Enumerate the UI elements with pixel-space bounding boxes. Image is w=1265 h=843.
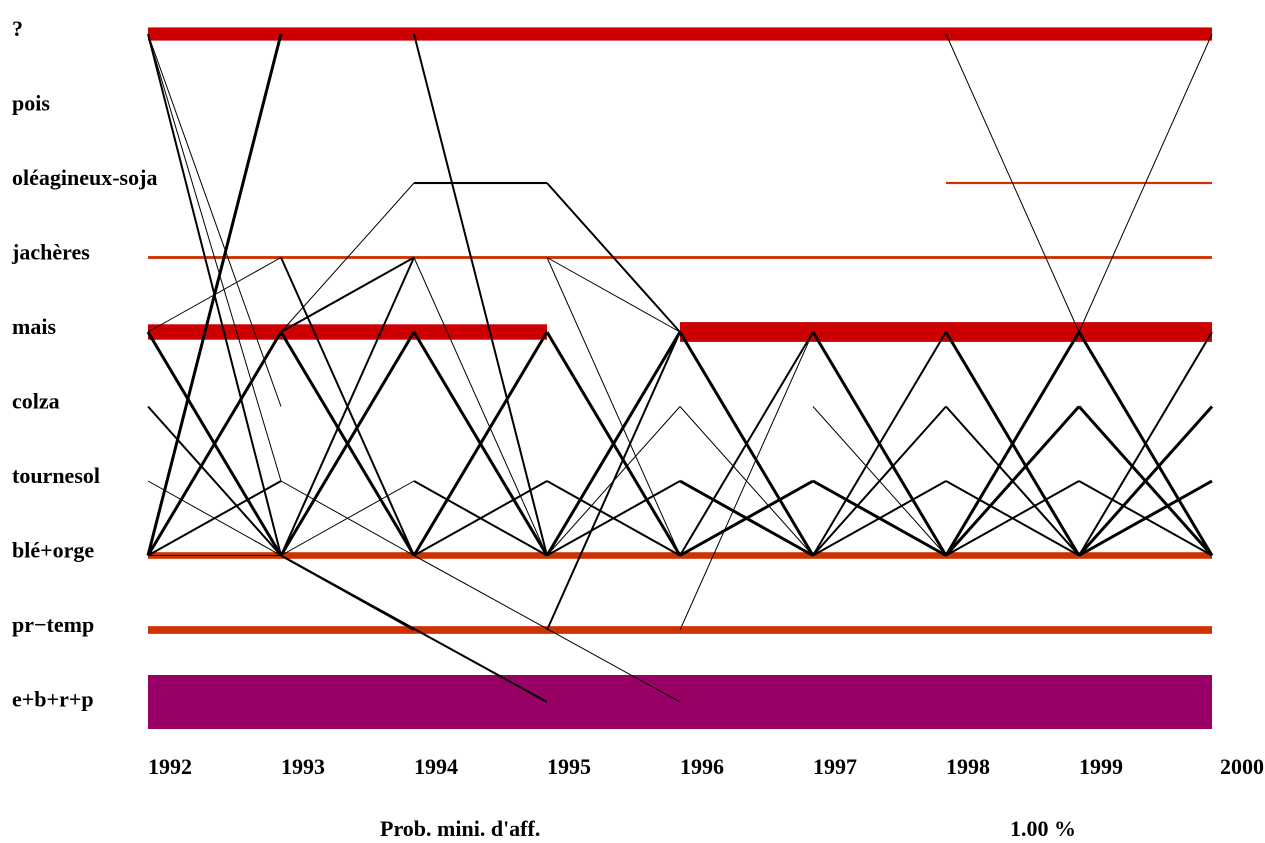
year-label-1996: 1996 (680, 754, 724, 779)
transition-31 (546, 257, 681, 556)
year-label-2000: 2000 (1220, 754, 1264, 779)
transition-27 (413, 480, 548, 557)
transition-6 (147, 405, 282, 557)
crop-label-pois: pois (12, 91, 50, 116)
year-label-1992: 1992 (148, 754, 192, 779)
transition-21 (413, 33, 548, 556)
transition-43 (679, 406, 814, 556)
transition-61 (1078, 331, 1213, 557)
transition-1 (147, 33, 282, 407)
transition-37 (546, 406, 681, 556)
transition-54 (944, 331, 1081, 557)
transition-41 (679, 479, 814, 557)
transition-20 (279, 331, 416, 557)
transition-57 (1078, 33, 1213, 333)
year-label-1998: 1998 (946, 754, 990, 779)
crop-labels: ? pois oléagineux-soja jachères mais colza tou… (11, 16, 157, 712)
year-label-1997: 1997 (813, 754, 857, 779)
crop-label-ole-agineux-soja: oléagineux-soja (12, 165, 157, 190)
transition-63 (1078, 479, 1213, 557)
transition-49 (812, 406, 947, 556)
transition-30 (546, 257, 681, 333)
year-label-1993: 1993 (281, 754, 325, 779)
transition-15 (280, 257, 415, 556)
crop-label-pr-temp: pr−temp (12, 612, 94, 637)
crop-label-colza: colza (12, 389, 60, 414)
transition-33 (545, 331, 682, 557)
transition-45 (812, 331, 947, 557)
transition-29 (546, 182, 681, 333)
crop-label-mais: mais (12, 314, 56, 339)
transition-lines (146, 33, 1214, 703)
year-label-1995: 1995 (547, 754, 591, 779)
band--0 (148, 27, 1212, 41)
transition-17 (280, 480, 415, 556)
year-labels: 1992 1993 1994 1995 1996 1997 1998 1999 2000 (148, 754, 1264, 779)
transition-9 (147, 480, 282, 557)
transition-39 (679, 331, 814, 557)
band-ole-agineux-soja-2 (946, 181, 1212, 185)
transition-23 (413, 257, 548, 556)
crop-label-jache-res: jachères (11, 240, 90, 265)
year-label-1994: 1994 (414, 754, 458, 779)
transition-35 (546, 480, 681, 557)
min-prob-label: Prob. mini. d'aff. (380, 816, 541, 841)
min-prob-value: 1.00 % (1010, 816, 1076, 841)
transition-62 (1077, 405, 1214, 557)
transition-8 (146, 331, 283, 557)
transition-19 (280, 554, 548, 703)
transition-55 (944, 405, 1081, 557)
transition-48 (812, 479, 947, 557)
year-label-1999: 1999 (1079, 754, 1123, 779)
crop-label-e-b-r-p: e+b+r+p (12, 687, 94, 712)
transition-50 (945, 33, 1080, 333)
transition-4 (147, 257, 282, 333)
band-mais-4 (148, 324, 547, 340)
crop-label-unknown: ? (12, 16, 23, 41)
transition-2 (147, 33, 282, 482)
transition-56 (945, 480, 1080, 557)
band-jache-res-3 (148, 256, 1212, 259)
crop-label-tournesol: tournesol (12, 463, 100, 488)
crop-label-ble-orge: blé+orge (12, 538, 94, 563)
transition-25 (412, 331, 549, 557)
transition-12 (280, 256, 415, 333)
